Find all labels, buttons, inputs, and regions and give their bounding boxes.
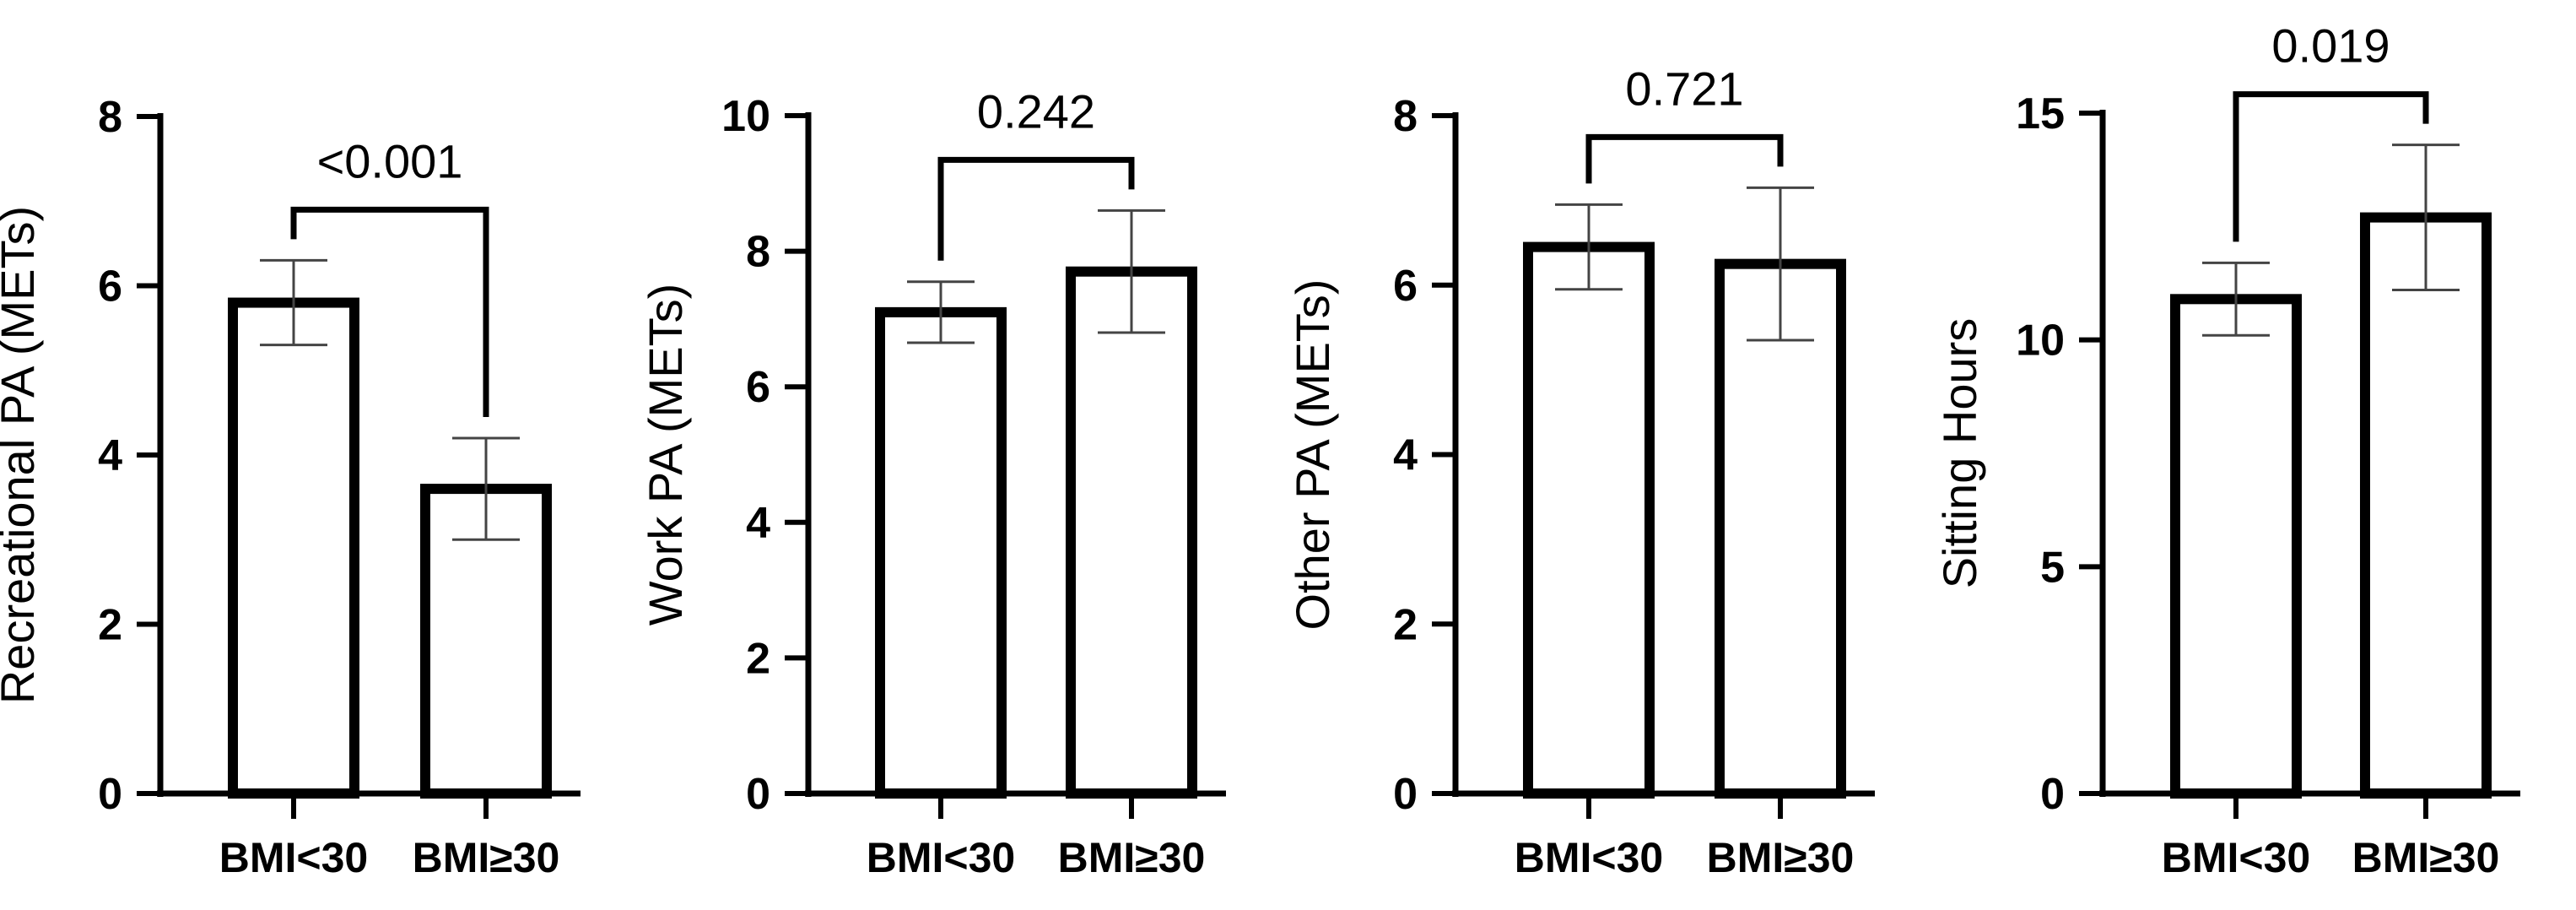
y-axis-label: Recreational PA (METs): [0, 206, 44, 704]
significance-bracket: [290, 206, 489, 417]
y-tick-label: 0: [2040, 770, 2065, 819]
y-tick-label: 10: [721, 92, 770, 141]
x-tick-label: BMI<30: [2162, 834, 2310, 881]
y-axis-label: Work PA (METs): [639, 284, 692, 626]
significance-bracket: [937, 156, 1135, 261]
y-tick-label: 6: [746, 363, 770, 412]
significance-bracket: [1585, 133, 1784, 184]
y-tick-label: 8: [746, 228, 770, 277]
y-tick-label: 6: [1393, 262, 1418, 311]
panel-2: 0 2 4 6 8 10 Work PA (METs) BMI<30 BMI≥30 0.242: [639, 84, 1226, 881]
p-value-label: 0.721: [1625, 62, 1743, 115]
y-tick-label: 8: [1393, 92, 1418, 141]
y-tick-label: 15: [2016, 89, 2065, 138]
panel-1: 0 2 4 6 8 Recreational PA (METs) BMI<30 BMI≥30 <…: [0, 93, 581, 881]
y-tick-label: 0: [1393, 770, 1418, 819]
x-tick-label: BMI≥30: [2352, 834, 2500, 881]
x-tick-label: BMI≥30: [413, 834, 560, 881]
panel-4: 0 5 10 15 Sitting Hours BMI<30 BMI≥30 0.019: [1933, 19, 2520, 881]
x-tick-label: BMI<30: [219, 834, 368, 881]
p-value-label: 0.242: [977, 84, 1095, 138]
y-tick-label: 10: [2016, 317, 2065, 366]
bar: [2360, 212, 2492, 799]
y-tick-label: 0: [746, 770, 770, 819]
y-axis-label: Other PA (METs): [1286, 279, 1339, 631]
bar: [2170, 294, 2302, 799]
y-tick-label: 6: [98, 263, 122, 311]
x-tick-label: BMI≥30: [1707, 834, 1855, 881]
y-axis-label: Sitting Hours: [1933, 318, 1986, 589]
y-tick-label: 8: [98, 93, 122, 142]
bar: [875, 306, 1007, 799]
p-value-label: <0.001: [317, 134, 463, 187]
p-value-label: 0.019: [2271, 19, 2390, 73]
bar: [1523, 241, 1655, 799]
y-tick-label: 0: [98, 770, 122, 819]
bar: [1066, 266, 1197, 799]
y-tick-label: 4: [746, 499, 770, 548]
panel-3: 0 2 4 6 8 Other PA (METs) BMI<30 BMI≥30 0.721: [1286, 62, 1875, 881]
y-tick-label: 2: [98, 601, 122, 650]
significance-bracket: [2233, 91, 2429, 242]
x-tick-label: BMI<30: [867, 834, 1015, 881]
x-tick-label: BMI<30: [1515, 834, 1663, 881]
y-tick-label: 2: [746, 634, 770, 683]
x-tick-label: BMI≥30: [1058, 834, 1206, 881]
bar: [1715, 258, 1846, 799]
y-tick-label: 4: [98, 431, 122, 480]
bar: [228, 297, 359, 799]
y-tick-label: 4: [1393, 431, 1418, 480]
y-tick-label: 2: [1393, 600, 1418, 649]
y-tick-label: 5: [2040, 543, 2065, 592]
